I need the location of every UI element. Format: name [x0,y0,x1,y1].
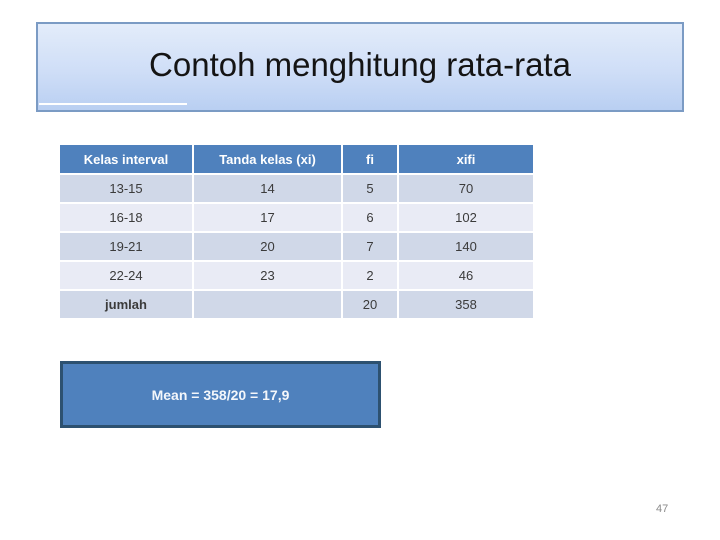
mean-box: Mean = 358/20 = 17,9 [60,361,381,428]
col-header-fi: fi [343,145,397,173]
table-cell: 7 [343,233,397,260]
col-header-kelas-interval: Kelas interval [60,145,192,173]
col-header-tanda-kelas: Tanda kelas (xi) [194,145,341,173]
data-table: Kelas interval Tanda kelas (xi) fi xifi … [60,145,533,318]
table-cell-total-label: jumlah [60,291,192,318]
table-cell: 46 [399,262,533,289]
table-cell: 23 [194,262,341,289]
table-cell [194,291,341,318]
table-cell-total-fi: 20 [343,291,397,318]
slide-title: Contoh menghitung rata-rata [149,46,571,83]
table-cell-total-xifi: 358 [399,291,533,318]
table-cell: 22-24 [60,262,192,289]
table-cell: 5 [343,175,397,202]
table-cell: 19-21 [60,233,192,260]
table-cell: 102 [399,204,533,231]
table-cell: 20 [194,233,341,260]
table-cell: 70 [399,175,533,202]
title-underline [39,103,187,105]
table-cell: 13-15 [60,175,192,202]
title-box: Contoh menghitung rata-rata [36,22,684,112]
table-cell: 6 [343,204,397,231]
page-number: 47 [656,503,669,515]
table-cell: 2 [343,262,397,289]
table-cell: 17 [194,204,341,231]
mean-text: Mean = 358/20 = 17,9 [151,386,290,403]
table-cell: 14 [194,175,341,202]
col-header-xifi: xifi [399,145,533,173]
table-cell: 140 [399,233,533,260]
table-cell: 16-18 [60,204,192,231]
